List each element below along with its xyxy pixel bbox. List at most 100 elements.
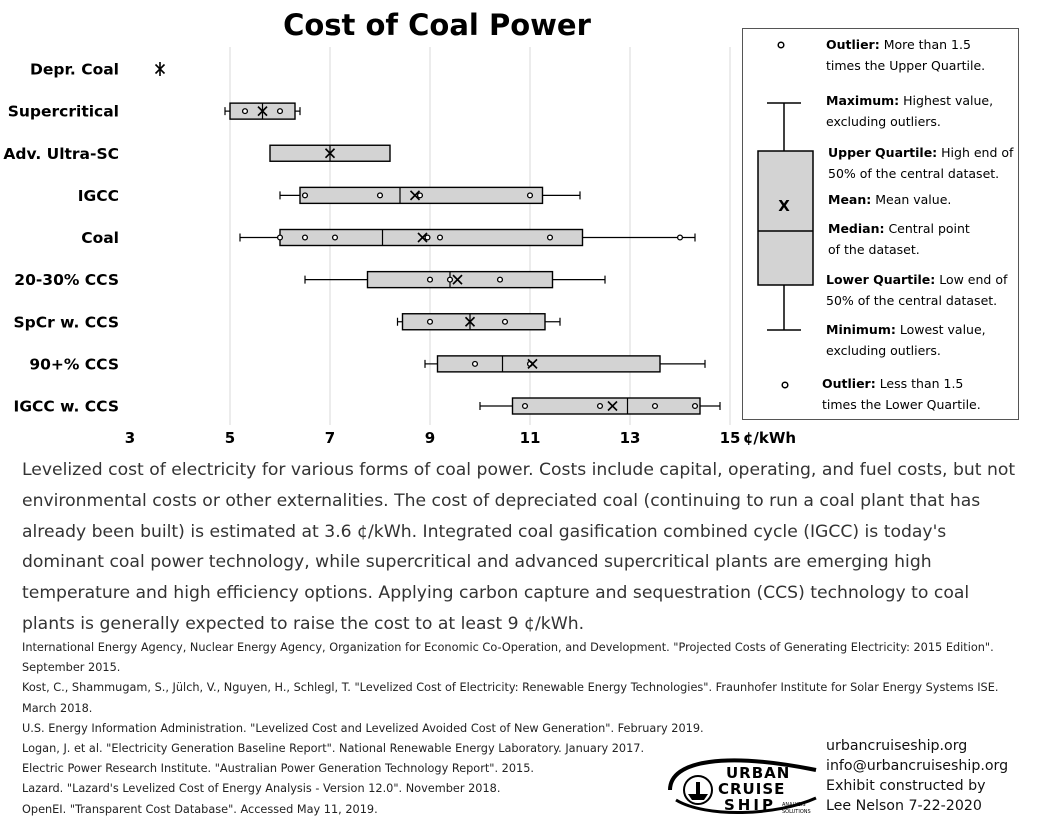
box-5 bbox=[304, 270, 606, 289]
credit-line-2: Lee Nelson 7-22-2020 bbox=[826, 798, 982, 814]
data-point bbox=[471, 360, 479, 367]
logo-tag-2: SOLUTIONS bbox=[782, 809, 811, 815]
category-label: Depr. Coal bbox=[30, 61, 119, 79]
data-point bbox=[241, 108, 249, 115]
chart-caption: Levelized cost of electricity for variou… bbox=[22, 460, 1016, 634]
logo-line-1: URBAN bbox=[726, 764, 790, 782]
box-7 bbox=[424, 355, 706, 373]
category-label: IGCC bbox=[78, 187, 119, 205]
mean-marker bbox=[409, 190, 421, 201]
data-point bbox=[526, 192, 534, 199]
reference-item: Logan, J. et al. "Electricity Generation… bbox=[22, 742, 645, 756]
data-point bbox=[596, 402, 604, 410]
data-point bbox=[276, 234, 284, 241]
box-6 bbox=[396, 313, 561, 331]
data-point bbox=[301, 192, 309, 199]
data-point bbox=[276, 108, 284, 115]
email-link[interactable]: info@urbancruiseship.org bbox=[826, 758, 1009, 774]
chart: Cost of Coal Power Depr. Coal Supercritic… bbox=[3, 8, 796, 447]
legend-maximum: Maximum: Highest value, excluding outlier… bbox=[826, 93, 994, 129]
data-point bbox=[424, 234, 431, 241]
iqr-box bbox=[279, 228, 584, 247]
mean-marker bbox=[464, 316, 476, 327]
reference-item: Electric Power Research Institute. "Aust… bbox=[22, 762, 535, 776]
reference-item: International Energy Agency, Nuclear Ene… bbox=[22, 641, 994, 675]
contact-info: urbancruiseship.org info@urbancruiseship… bbox=[826, 736, 1036, 816]
box-2 bbox=[269, 144, 391, 162]
category-label: IGCC w. CCS bbox=[14, 398, 119, 416]
box-series bbox=[154, 62, 721, 415]
x-tick-label: 11 bbox=[520, 429, 541, 447]
category-label: Coal bbox=[81, 229, 119, 247]
box-1 bbox=[224, 102, 301, 120]
iqr-box bbox=[366, 270, 554, 289]
website-link[interactable]: urbancruiseship.org bbox=[826, 738, 968, 754]
data-point bbox=[546, 234, 554, 241]
data-point bbox=[446, 276, 454, 283]
data-point bbox=[496, 276, 504, 283]
data-point bbox=[676, 234, 684, 241]
iqr-box bbox=[401, 313, 546, 331]
data-point bbox=[501, 318, 509, 325]
legend-outlier-high: Outlier: More than 1.5 times the Upper Qu… bbox=[826, 37, 986, 73]
mean-marker bbox=[417, 232, 428, 243]
box-0 bbox=[154, 62, 166, 76]
data-point bbox=[651, 402, 659, 410]
x-tick-label: 15 bbox=[720, 429, 741, 447]
logo-line-3: SHIP bbox=[724, 796, 776, 814]
reference-item: U.S. Energy Information Administration. … bbox=[22, 721, 704, 735]
category-label: 20-30% CCS bbox=[14, 271, 119, 289]
mean-marker bbox=[257, 106, 268, 117]
box-4 bbox=[239, 228, 696, 247]
data-point bbox=[426, 276, 434, 283]
chart-title: Cost of Coal Power bbox=[283, 8, 592, 42]
box-8 bbox=[479, 397, 721, 415]
category-label: SpCr w. CCS bbox=[14, 313, 120, 331]
logo-line-2: CRUISE bbox=[718, 780, 785, 798]
mean-marker bbox=[527, 358, 538, 369]
x-tick-label: 3 bbox=[125, 429, 135, 447]
legend: X Outlier: More than 1.5 times the Upper … bbox=[742, 28, 1019, 420]
box-3 bbox=[279, 186, 581, 205]
x-tick-label: 5 bbox=[225, 429, 235, 447]
reference-item: OpenEI. "Transparent Cost Database". Acc… bbox=[22, 802, 378, 816]
iqr-box bbox=[436, 355, 661, 373]
references: International Energy Agency, Nuclear Ene… bbox=[22, 638, 1022, 820]
legend-minimum: Minimum: Lowest value, excluding outliers… bbox=[826, 322, 986, 358]
category-label: Adv. Ultra-SC bbox=[3, 145, 119, 163]
legend-glyphs: X bbox=[757, 41, 814, 389]
unit-label: ¢/kWh bbox=[743, 429, 796, 447]
ship-logo-icon: URBAN CRUISE SHIP ANALYSIS SOLUTIONS bbox=[668, 758, 817, 815]
legend-outlier-high-glyph bbox=[777, 41, 785, 49]
mean-marker bbox=[452, 274, 463, 285]
data-point bbox=[376, 192, 384, 199]
data-point bbox=[521, 402, 529, 410]
category-label: Supercritical bbox=[8, 103, 119, 121]
data-point bbox=[691, 402, 699, 410]
credit-line-1: Exhibit constructed by bbox=[826, 778, 986, 794]
data-point bbox=[426, 318, 434, 325]
legend-box bbox=[757, 150, 814, 286]
reference-item: Lazard. "Lazard's Levelized Cost of Ener… bbox=[22, 782, 501, 796]
x-tick-label: 9 bbox=[425, 429, 435, 447]
legend-mean-glyph: X bbox=[778, 197, 790, 215]
iqr-box bbox=[511, 397, 701, 415]
mean-marker bbox=[324, 148, 336, 159]
legend-median: Median: Central point of the dataset. bbox=[828, 221, 970, 257]
data-point bbox=[331, 234, 339, 241]
data-point bbox=[436, 234, 444, 241]
x-axis-ticks: 3 5 7 9 11 13 15 bbox=[125, 429, 741, 447]
category-label: 90+% CCS bbox=[29, 355, 119, 373]
data-point bbox=[301, 234, 309, 241]
legend-upper-quartile: Upper Quartile: High end of 50% of the ce… bbox=[828, 145, 1014, 181]
legend-outlier-low-glyph bbox=[781, 381, 789, 389]
category-labels: Depr. Coal Supercritical Adv. Ultra-SC IGCC… bbox=[3, 61, 119, 416]
reference-item: Kost, C., Shammugam, S., Jülch, V., Nguy… bbox=[22, 681, 999, 715]
mean-marker bbox=[607, 400, 618, 412]
logo-tag-1: ANALYSIS bbox=[782, 802, 806, 808]
legend-outlier-low: Outlier: Less than 1.5 times the Lower Qu… bbox=[822, 376, 981, 412]
legend-mean: Mean: Mean value. bbox=[828, 192, 952, 207]
x-tick-label: 7 bbox=[325, 429, 335, 447]
data-point bbox=[416, 192, 424, 199]
legend-lower-quartile: Lower Quartile: Low end of 50% of the cen… bbox=[826, 272, 1008, 308]
